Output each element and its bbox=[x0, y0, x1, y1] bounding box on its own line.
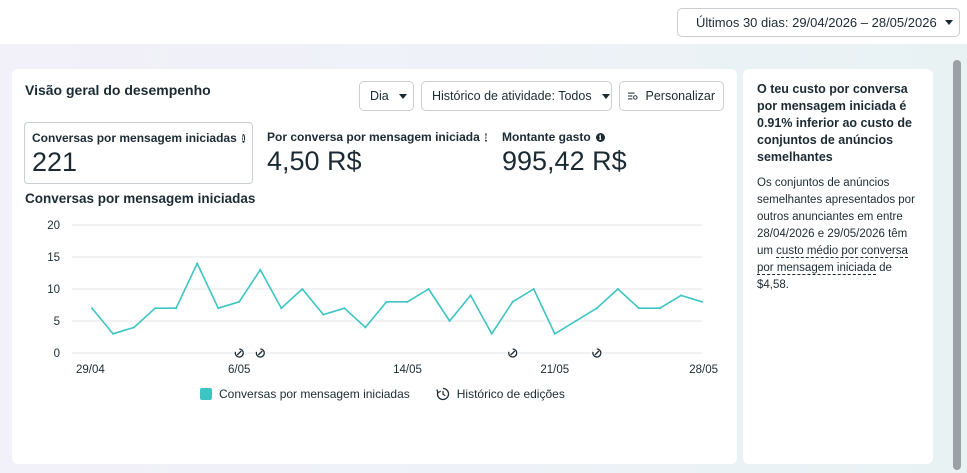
data-point bbox=[259, 268, 262, 271]
insight-link[interactable]: custo médio por conversa por mensagem in… bbox=[757, 245, 908, 275]
y-tick-label: 20 bbox=[47, 220, 60, 232]
metric-label: Conversas por mensagem iniciadas bbox=[32, 131, 237, 145]
chart-title: Conversas por mensagem iniciadas bbox=[25, 191, 256, 206]
date-range-label: Últimos 30 dias: 29/04/2026 – 28/05/2026 bbox=[696, 15, 937, 30]
metric-cost-per-conversation[interactable]: Por conversa por mensagem iniciada i 4,50… bbox=[260, 122, 490, 184]
data-point bbox=[532, 288, 535, 290]
metric-label: Montante gasto bbox=[502, 130, 591, 144]
granularity-dropdown[interactable]: Dia bbox=[359, 81, 414, 111]
data-point bbox=[595, 307, 598, 310]
customize-icon bbox=[628, 92, 638, 100]
data-point bbox=[364, 326, 367, 329]
data-point bbox=[574, 320, 577, 322]
customize-label: Personalizar bbox=[645, 89, 715, 103]
insight-card: O teu custo por conversa por mensagem in… bbox=[743, 69, 933, 464]
metric-value: 221 bbox=[32, 147, 78, 177]
data-point bbox=[469, 294, 472, 297]
line-chart: 0 5 10 15 20 29/04 6/05 14/05 21/05 28/05 bbox=[47, 220, 718, 376]
insight-body-end: de $4,58. bbox=[757, 262, 892, 291]
metric-value: 4,50 R$ bbox=[267, 146, 362, 176]
data-point bbox=[196, 262, 199, 265]
data-point bbox=[238, 300, 241, 303]
data-point bbox=[280, 307, 283, 310]
date-range-picker[interactable]: Últimos 30 dias: 29/04/2026 – 28/05/2026 bbox=[677, 8, 960, 37]
x-tick-label: 14/05 bbox=[393, 364, 422, 376]
chevron-down-icon bbox=[944, 20, 953, 25]
card-title: Visão geral do desempenho bbox=[25, 82, 211, 98]
info-icon[interactable]: i bbox=[241, 133, 245, 143]
data-point bbox=[301, 288, 304, 290]
data-point bbox=[427, 288, 430, 290]
chevron-down-icon bbox=[398, 93, 407, 99]
insight-body-text: Os conjuntos de anúncios semelhantes apr… bbox=[757, 177, 915, 257]
customize-button[interactable]: Personalizar bbox=[619, 81, 724, 111]
data-point bbox=[616, 288, 619, 290]
x-tick-label: 29/04 bbox=[76, 364, 105, 376]
edit-marker-icon[interactable] bbox=[233, 347, 245, 359]
y-tick-label: 10 bbox=[47, 284, 60, 296]
top-bar: Últimos 30 dias: 29/04/2026 – 28/05/2026 bbox=[0, 0, 967, 44]
edit-history-icon bbox=[436, 387, 449, 401]
info-icon[interactable]: i bbox=[484, 132, 488, 142]
scrollbar[interactable] bbox=[953, 60, 961, 470]
data-point bbox=[343, 307, 346, 310]
edit-marker-icon[interactable] bbox=[507, 347, 519, 359]
legend-item-series[interactable]: Conversas por mensagem iniciadas bbox=[200, 387, 410, 401]
data-point bbox=[637, 307, 640, 310]
granularity-label: Dia bbox=[370, 89, 389, 103]
chart-legend: Conversas por mensagem iniciadas Históri… bbox=[200, 387, 565, 401]
x-tick-label: 28/05 bbox=[689, 364, 718, 376]
data-point bbox=[553, 332, 556, 335]
activity-history-dropdown[interactable]: Histórico de atividade: Todos bbox=[421, 81, 612, 111]
insight-headline: O teu custo por conversa por mensagem in… bbox=[757, 82, 912, 164]
data-point bbox=[511, 300, 514, 303]
data-point bbox=[175, 307, 178, 310]
activity-history-label: Histórico de atividade: Todos bbox=[432, 89, 592, 103]
metric-amount-spent[interactable]: Montante gasto i 995,42 R$ bbox=[495, 122, 725, 184]
y-tick-label: 5 bbox=[54, 316, 60, 328]
info-icon[interactable]: i bbox=[595, 132, 605, 142]
metric-conversations[interactable]: Conversas por mensagem iniciadas i 221 bbox=[24, 122, 253, 184]
data-point bbox=[217, 307, 220, 310]
x-tick-label: 6/05 bbox=[228, 364, 250, 376]
legend-edits-label: Histórico de edições bbox=[456, 387, 565, 401]
data-point bbox=[679, 294, 682, 297]
data-point bbox=[112, 332, 115, 335]
performance-overview-card: Visão geral do desempenho Dia Histórico … bbox=[12, 69, 737, 464]
data-point bbox=[385, 300, 388, 303]
legend-swatch bbox=[200, 388, 212, 400]
edit-marker-icon[interactable] bbox=[254, 347, 266, 359]
data-point bbox=[658, 307, 661, 310]
data-point bbox=[701, 300, 703, 303]
insight-body: Os conjuntos de anúncios semelhantes apr… bbox=[757, 175, 919, 294]
series-line bbox=[91, 262, 703, 335]
data-point bbox=[91, 307, 93, 310]
data-point bbox=[448, 320, 451, 322]
metric-label: Por conversa por mensagem iniciada bbox=[267, 130, 480, 144]
legend-series-label: Conversas por mensagem iniciadas bbox=[219, 387, 410, 401]
data-point bbox=[490, 332, 493, 335]
data-point bbox=[154, 307, 157, 310]
x-tick-label: 21/05 bbox=[540, 364, 569, 376]
data-point bbox=[133, 326, 136, 329]
edit-marker-icon[interactable] bbox=[591, 347, 603, 359]
chevron-down-icon bbox=[601, 93, 610, 99]
data-point bbox=[322, 313, 325, 316]
metric-value: 995,42 R$ bbox=[502, 146, 627, 176]
data-point bbox=[406, 300, 409, 303]
y-tick-label: 15 bbox=[47, 252, 60, 264]
y-tick-label: 0 bbox=[54, 348, 60, 360]
legend-item-edits[interactable]: Histórico de edições bbox=[436, 387, 565, 401]
